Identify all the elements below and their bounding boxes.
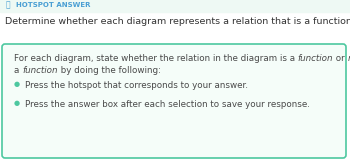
Text: ⌖: ⌖ — [6, 0, 10, 9]
Text: ●: ● — [14, 100, 20, 106]
Text: by doing the following:: by doing the following: — [58, 66, 161, 75]
Text: function: function — [22, 66, 58, 75]
Text: Determine whether each diagram represents a relation that is a function.: Determine whether each diagram represent… — [5, 17, 350, 26]
Text: HOTSPOT ANSWER: HOTSPOT ANSWER — [16, 2, 91, 8]
FancyBboxPatch shape — [2, 44, 346, 158]
Text: or: or — [333, 54, 348, 63]
Text: Press the hotspot that corresponds to your answer.: Press the hotspot that corresponds to yo… — [25, 81, 248, 90]
Bar — [0, 0, 350, 12]
Text: not: not — [348, 54, 350, 63]
Text: ●: ● — [14, 81, 20, 87]
Text: For each diagram, state whether the relation in the diagram is a: For each diagram, state whether the rela… — [14, 54, 298, 63]
Text: function: function — [298, 54, 333, 63]
Text: a: a — [14, 66, 22, 75]
Text: Press the answer box after each selection to save your response.: Press the answer box after each selectio… — [25, 100, 310, 109]
